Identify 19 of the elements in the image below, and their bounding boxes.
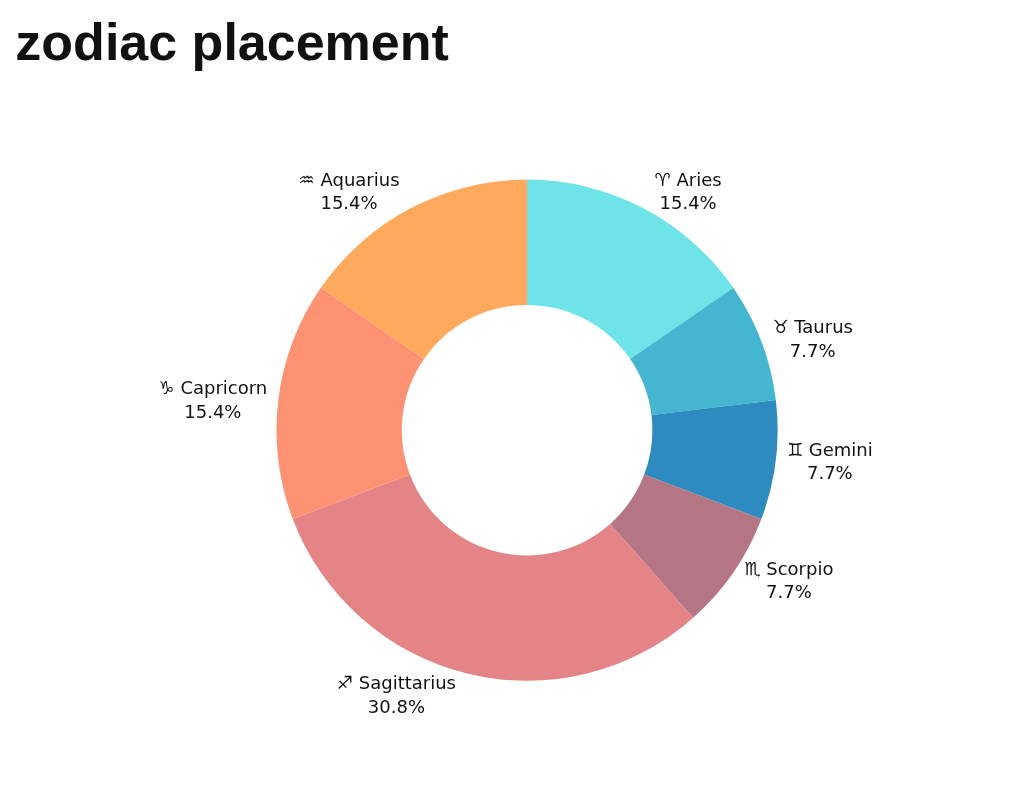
donut-slice	[630, 287, 776, 416]
slice-label: ♈ Aries	[654, 168, 722, 190]
data-label: 15.4%	[320, 192, 378, 214]
data-label: 15.4%	[659, 192, 717, 214]
data-label: 15.4%	[184, 400, 242, 422]
data-label: 30.8%	[367, 695, 426, 717]
data-label: 7.7%	[766, 580, 812, 602]
slice-label: ♒ Aquarius	[298, 168, 400, 190]
slice-label: ♐ Sagittarius	[336, 672, 456, 694]
slice-label: ♉ Taurus	[772, 316, 853, 338]
slice-label: ♏ Scorpio	[744, 557, 834, 579]
slice-label: ♑ Capricorn	[158, 377, 268, 399]
donut-slice	[644, 399, 778, 520]
slice-label: ♊ Gemini	[786, 438, 873, 460]
chart-title: zodiac placement	[15, 13, 449, 72]
data-label: 7.7%	[806, 461, 853, 483]
data-label: 7.7%	[789, 339, 836, 361]
donut-slice	[276, 287, 424, 520]
donut-slice	[610, 474, 762, 618]
